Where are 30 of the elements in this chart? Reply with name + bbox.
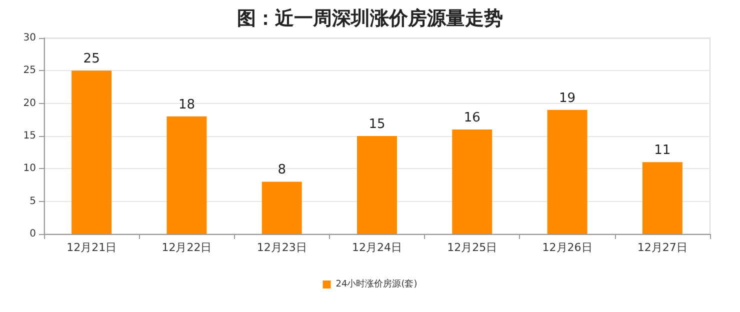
y-tick-label: 20 — [23, 98, 36, 109]
x-tick-label: 12月21日 — [66, 241, 117, 254]
x-tick-label: 12月27日 — [637, 241, 688, 254]
y-tick-label: 0 — [30, 228, 36, 240]
y-tick-label: 30 — [23, 32, 36, 44]
x-tick-label: 12月25日 — [447, 241, 498, 254]
chart-title: 图：近一周深圳涨价房源量走势 — [237, 8, 503, 30]
x-tick-label: 12月22日 — [162, 241, 212, 254]
bar — [166, 116, 207, 234]
data-label: 15 — [368, 117, 386, 132]
data-label: 19 — [559, 90, 576, 106]
data-label: 25 — [83, 52, 100, 67]
x-tick-label: 12月26日 — [542, 241, 592, 254]
legend-label: 24小时涨价房源(套) — [336, 278, 418, 290]
bar — [262, 182, 302, 234]
data-label: 16 — [464, 110, 480, 126]
y-tick-label: 10 — [23, 163, 36, 174]
y-tick-label: 5 — [30, 196, 36, 207]
bar — [72, 70, 112, 234]
data-label: 8 — [278, 162, 286, 178]
x-tick-label: 12月24日 — [352, 241, 402, 254]
data-label: 11 — [654, 143, 671, 158]
y-tick-label: 25 — [23, 65, 36, 76]
y-tick-label: 15 — [23, 130, 36, 142]
x-tick-label: 12月23日 — [256, 241, 307, 254]
data-label: 18 — [178, 97, 195, 112]
bar — [357, 136, 397, 234]
bar — [452, 129, 492, 234]
bar — [642, 162, 682, 234]
bar — [547, 110, 588, 234]
